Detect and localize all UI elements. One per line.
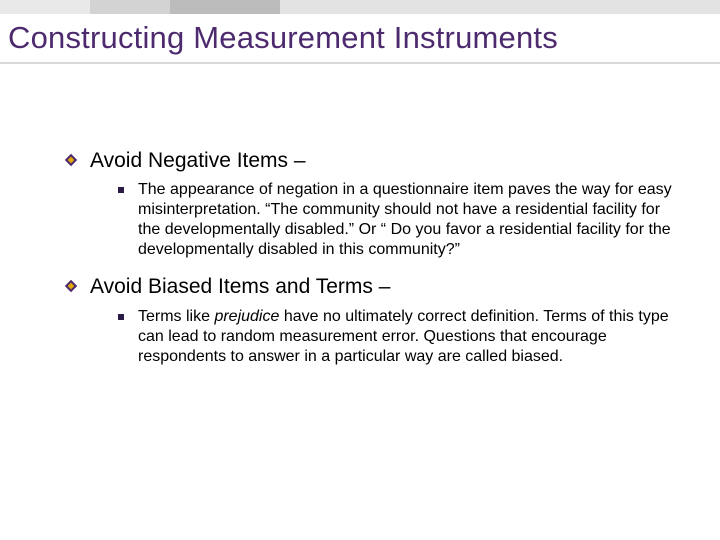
square-bullet-icon (118, 314, 124, 320)
slide-body: Avoid Negative Items – The appearance of… (64, 148, 674, 381)
bullet-level2: Terms like prejudice have no ultimately … (118, 307, 674, 367)
topbar-seg-0 (0, 0, 90, 14)
slide-title: Constructing Measurement Instruments (8, 20, 712, 56)
diamond-bullet-icon (64, 279, 78, 293)
topbar-seg-2 (170, 0, 280, 14)
bullet-level1: Avoid Negative Items – (64, 148, 674, 174)
topbar-seg-3 (280, 0, 720, 14)
text-italic: prejudice (214, 308, 279, 325)
bullet-level1: Avoid Biased Items and Terms – (64, 274, 674, 300)
bullet-level2: The appearance of negation in a question… (118, 180, 674, 260)
title-rule (0, 62, 720, 64)
square-bullet-icon (118, 187, 124, 193)
bullet-level2-text: The appearance of negation in a question… (138, 180, 674, 260)
topbar-seg-1 (90, 0, 170, 14)
text-pre: Terms like (138, 308, 214, 325)
bullet-level1-label: Avoid Biased Items and Terms – (90, 274, 674, 300)
slide: Constructing Measurement Instruments Avo… (0, 0, 720, 540)
bullet-level2-text: Terms like prejudice have no ultimately … (138, 307, 674, 367)
top-gradient-bar (0, 0, 720, 14)
bullet-level1-label: Avoid Negative Items – (90, 148, 674, 174)
diamond-bullet-icon (64, 153, 78, 167)
